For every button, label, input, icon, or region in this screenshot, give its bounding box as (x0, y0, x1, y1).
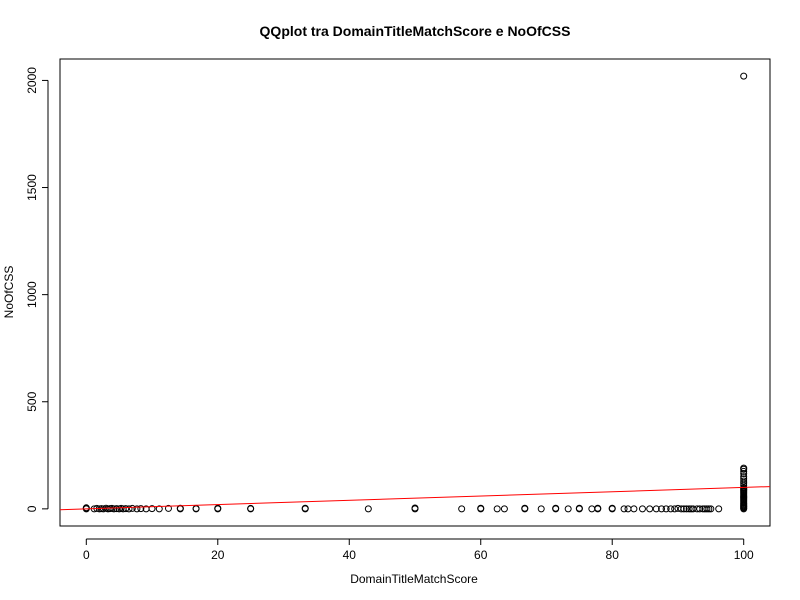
data-point (122, 505, 130, 513)
x-axis-label: DomainTitleMatchScore (350, 572, 478, 586)
data-point (113, 505, 121, 513)
data-point (364, 505, 372, 513)
data-point (652, 505, 660, 513)
data-point (128, 504, 136, 512)
data-point (740, 464, 748, 472)
data-point (671, 505, 679, 513)
data-point (411, 504, 419, 512)
data-point (740, 477, 748, 485)
data-point (500, 505, 508, 513)
data-point (740, 473, 748, 481)
data-point (685, 505, 693, 513)
data-point (521, 504, 529, 512)
data-point (552, 504, 560, 512)
data-point (564, 505, 572, 513)
data-point (740, 470, 748, 478)
data-point (620, 505, 628, 513)
data-point (164, 504, 172, 512)
data-point (458, 505, 466, 513)
data-point (740, 72, 748, 80)
x-tick-label: 100 (734, 548, 754, 562)
data-point (707, 505, 715, 513)
data-point (696, 505, 704, 513)
y-tick-label: 2000 (25, 67, 39, 94)
chart-title: QQplot tra DomainTitleMatchScore e NoOfC… (260, 23, 571, 39)
x-tick-label: 20 (211, 548, 225, 562)
y-axis-label: NoOfCSS (2, 266, 16, 319)
data-point (740, 475, 748, 483)
data-point (658, 505, 666, 513)
data-point (662, 505, 670, 513)
data-point (493, 505, 501, 513)
data-point (683, 505, 691, 513)
y-tick-label: 500 (25, 391, 39, 411)
data-point (646, 505, 654, 513)
data-point (667, 505, 675, 513)
data-point (677, 505, 685, 513)
data-point (630, 505, 638, 513)
data-point (82, 504, 90, 512)
data-point (689, 505, 697, 513)
data-point (638, 505, 646, 513)
x-tick-label: 40 (343, 548, 357, 562)
data-point (155, 505, 163, 513)
data-point (537, 505, 545, 513)
x-tick-label: 60 (474, 548, 488, 562)
y-tick-label: 0 (25, 505, 39, 512)
data-point (740, 467, 748, 475)
data-point (705, 505, 713, 513)
data-point (575, 504, 583, 512)
data-point (680, 505, 688, 513)
data-point (214, 504, 222, 512)
plot-frame (59, 58, 771, 527)
data-point (715, 505, 723, 513)
y-tick-label: 1500 (25, 174, 39, 201)
data-point (148, 505, 156, 513)
data-point (110, 505, 118, 513)
reference-line (59, 486, 771, 511)
data-point (588, 505, 596, 513)
data-point (301, 504, 309, 512)
data-point (608, 504, 616, 512)
y-tick-label: 1000 (25, 281, 39, 308)
data-point (594, 504, 602, 512)
data-point (125, 505, 133, 513)
data-point (137, 505, 145, 513)
x-tick-label: 0 (83, 548, 90, 562)
data-point (247, 504, 255, 512)
data-point (176, 504, 184, 512)
x-tick-label: 80 (606, 548, 620, 562)
data-point (703, 505, 711, 513)
data-point (477, 504, 485, 512)
data-point (133, 505, 141, 513)
data-point (624, 505, 632, 513)
